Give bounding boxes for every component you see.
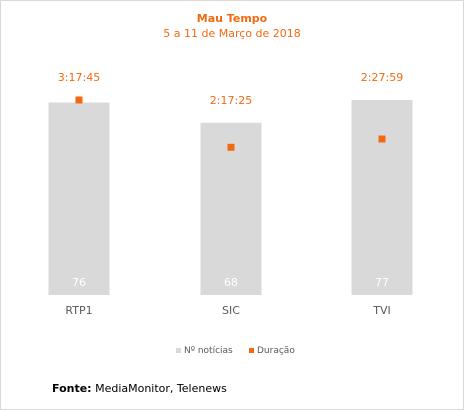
bar-value-label: 68 <box>224 276 238 289</box>
duration-marker <box>75 96 83 104</box>
bar-tvi <box>351 100 413 295</box>
bars-layer: 76 RTP1 3:17:45 68 SIC 2:17:25 77 TVI 2:27:59 <box>48 71 413 317</box>
source-label: Fonte: <box>52 382 92 395</box>
duration-label: 2:17:25 <box>210 94 252 107</box>
legend-swatch-duracao <box>249 348 254 353</box>
bar-rtp1 <box>48 102 110 295</box>
legend-label-noticias: Nº notícias <box>184 346 233 356</box>
duration-label: 3:17:45 <box>58 71 100 84</box>
chart-subtitle: 5 a 11 de Março de 2018 <box>163 27 301 40</box>
legend-label-duracao: Duração <box>257 346 295 356</box>
category-label: SIC <box>222 304 240 317</box>
duration-label: 2:27:59 <box>361 71 403 84</box>
legend-swatch-noticias <box>176 348 181 353</box>
bar-value-label: 77 <box>375 276 389 289</box>
legend: Nº notícias Duração <box>176 346 295 356</box>
bar-value-label: 76 <box>72 276 86 289</box>
source-note: Fonte: MediaMonitor, Telenews <box>52 382 227 395</box>
category-label: RTP1 <box>65 304 92 317</box>
duration-marker <box>227 143 235 151</box>
source-text: MediaMonitor, Telenews <box>95 382 227 395</box>
duration-marker <box>378 135 386 143</box>
bar-sic <box>200 122 262 295</box>
category-label: TVI <box>372 304 391 317</box>
chart-title: Mau Tempo <box>197 12 268 25</box>
